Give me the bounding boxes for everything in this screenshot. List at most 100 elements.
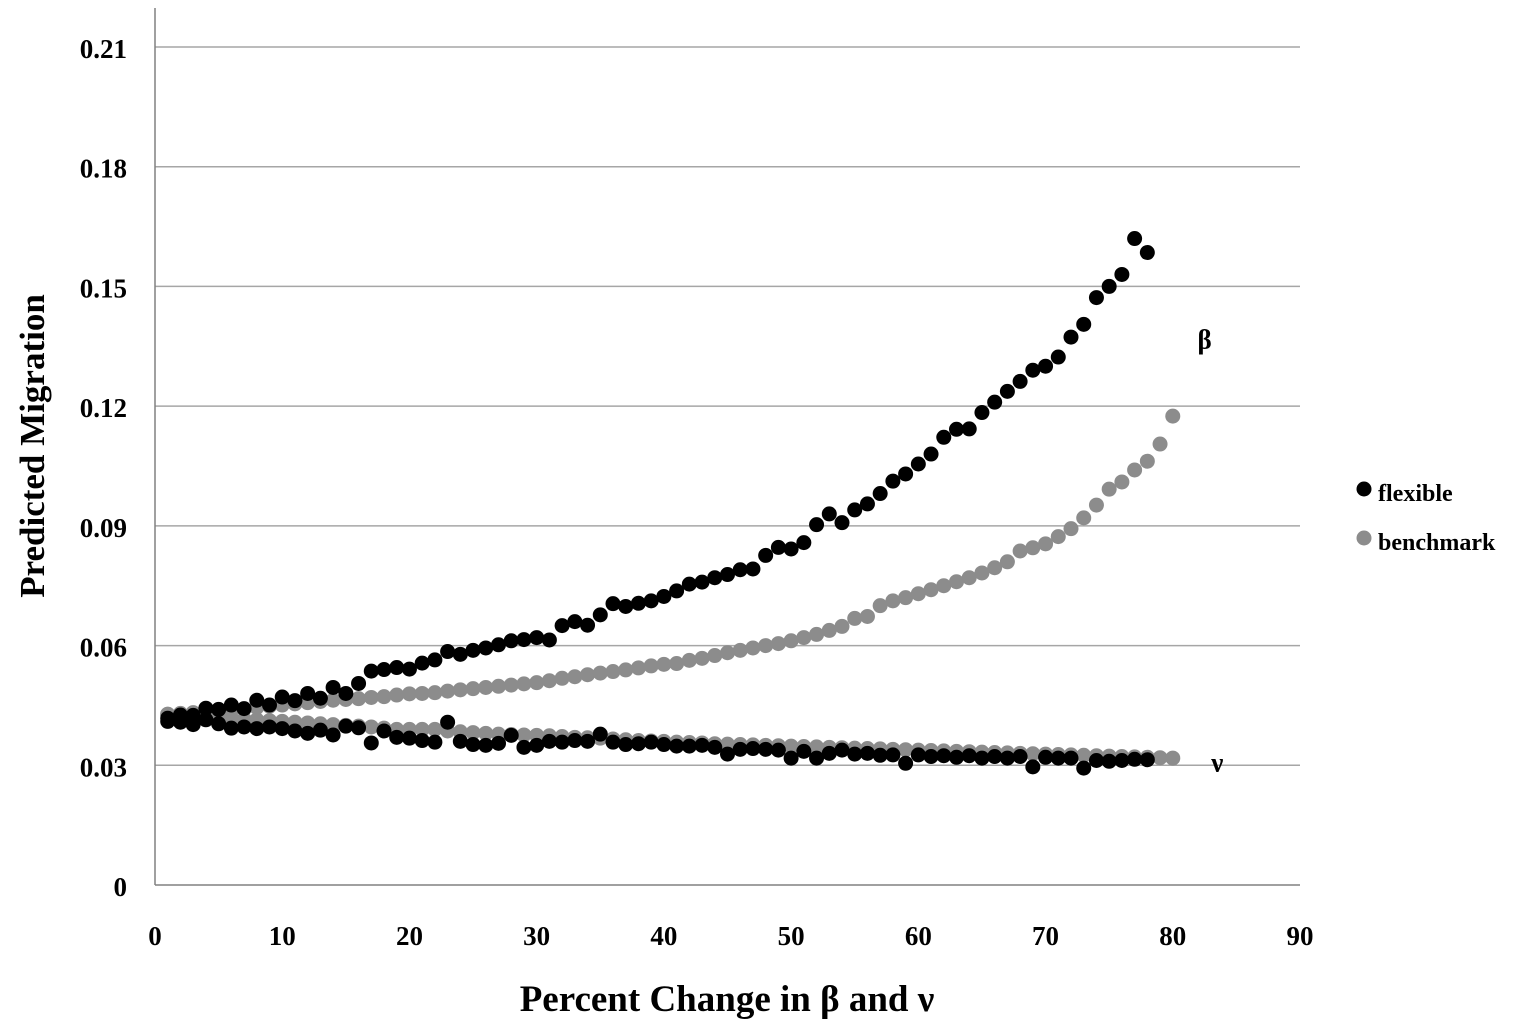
point-flexible [300,685,316,701]
x-tick-label: 0 [148,921,162,951]
point-flexible [491,735,506,751]
point-flexible [1012,373,1028,389]
y-tick-label: 0 [114,872,128,902]
point-benchmark [949,574,964,590]
point-benchmark [541,673,557,689]
point-flexible [1127,751,1143,767]
point-benchmark [618,662,634,678]
point-benchmark [503,677,519,693]
point-flexible [987,394,1003,410]
legend-label-flexible: flexible [1378,481,1453,507]
annotations: βν [1197,324,1223,777]
x-tick-label: 10 [269,921,296,951]
y-tick-label: 0.06 [80,633,127,663]
point-benchmark [1114,474,1130,490]
y-tick-label: 0.18 [80,154,127,184]
point-flexible [478,737,494,753]
point-flexible [516,632,532,648]
point-benchmark [1152,750,1168,766]
point-benchmark [529,675,545,691]
point-flexible [681,738,697,754]
point-flexible [376,723,392,739]
x-tick-label: 60 [905,921,932,951]
point-flexible [211,701,227,717]
point-flexible [529,630,545,646]
point-flexible [859,745,875,761]
point-flexible [172,714,188,730]
point-benchmark [732,642,748,658]
point-flexible [643,593,659,609]
point-flexible [325,679,341,695]
point-flexible [949,421,964,437]
point-benchmark [923,582,939,598]
point-flexible [898,466,914,482]
axes [154,8,1300,886]
point-benchmark [414,721,430,737]
point-benchmark [389,687,405,703]
point-benchmark [363,689,379,705]
point-flexible [643,734,659,750]
point-flexible [707,570,723,586]
point-benchmark [1127,462,1143,478]
point-flexible [1025,362,1041,378]
point-benchmark [516,727,532,743]
point-flexible [325,727,341,743]
data-points [160,231,1181,776]
point-flexible [351,720,367,736]
point-flexible [1050,349,1066,365]
point-benchmark [1101,481,1117,497]
point-benchmark [363,719,379,735]
point-benchmark [516,676,532,692]
y-tick-label: 0.09 [80,513,127,543]
point-benchmark [325,717,341,733]
point-benchmark [872,598,888,614]
point-flexible [618,737,634,753]
point-flexible [287,693,303,709]
point-flexible [185,717,201,733]
point-flexible [262,719,277,735]
point-flexible [567,733,583,749]
point-flexible [1012,749,1028,765]
point-flexible [592,726,608,742]
point-benchmark [1165,408,1181,424]
point-flexible [707,739,723,755]
point-flexible [872,486,888,502]
point-flexible [720,746,735,762]
point-flexible [503,727,519,743]
point-flexible [465,642,481,658]
point-flexible [656,588,672,604]
point-flexible [936,429,952,445]
point-flexible [554,734,570,750]
x-tick-label: 90 [1287,921,1314,951]
point-flexible [389,729,405,745]
y-tick-label: 0.12 [80,393,127,423]
point-flexible [274,689,290,705]
point-benchmark [910,586,926,602]
point-flexible [465,737,481,753]
point-benchmark [783,738,799,754]
point-flexible [452,733,468,749]
point-flexible [669,583,685,599]
point-flexible [605,734,621,750]
point-flexible [452,646,468,662]
point-flexible [999,383,1015,399]
y-tick-label: 0.15 [80,273,127,303]
point-flexible [338,685,354,701]
point-flexible [300,725,316,741]
point-benchmark [859,608,875,624]
point-flexible [770,742,786,758]
point-flexible [440,644,456,660]
point-flexible [796,535,812,551]
point-benchmark [1012,543,1028,559]
point-benchmark [936,578,952,594]
point-flexible [1050,750,1066,766]
point-benchmark [427,721,443,737]
point-flexible [491,637,506,653]
point-flexible [1076,760,1092,776]
point-benchmark [465,681,481,697]
point-flexible [783,541,799,557]
point-flexible [1114,752,1130,768]
x-tick-label: 30 [523,921,550,951]
point-flexible [949,749,964,765]
